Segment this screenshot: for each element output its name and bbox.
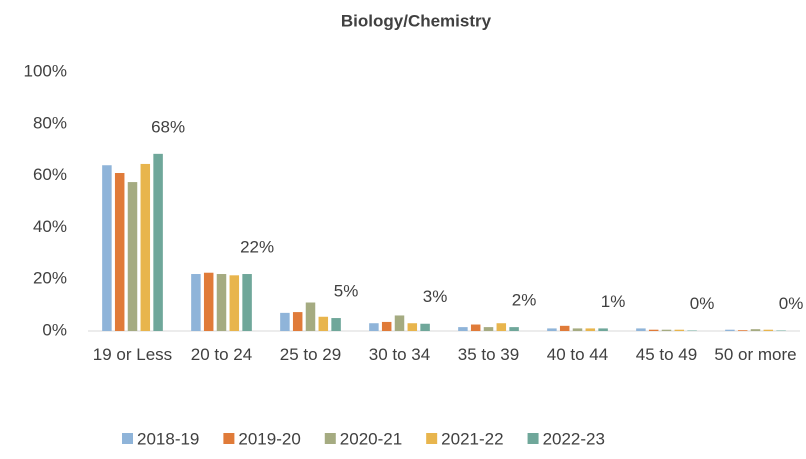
bar <box>153 153 163 331</box>
data-label: 22% <box>240 238 274 257</box>
legend-swatch <box>426 433 438 444</box>
bar <box>687 330 697 331</box>
x-tick-label: 25 to 29 <box>279 345 342 364</box>
bar <box>470 324 481 331</box>
data-label: 2% <box>512 291 537 310</box>
bar <box>458 327 468 331</box>
data-label: 3% <box>423 287 448 306</box>
bar <box>394 315 405 331</box>
bar <box>737 330 748 331</box>
bar <box>496 323 507 331</box>
bar <box>509 327 519 331</box>
bar <box>242 274 252 331</box>
chart-title: Biology/Chemistry <box>341 11 492 30</box>
data-label: 5% <box>334 282 359 301</box>
x-tick-label: 19 or Less <box>92 345 173 364</box>
legend-swatch <box>122 433 133 444</box>
bar <box>598 328 608 331</box>
x-tick-label: 50 or more <box>714 345 797 364</box>
bar <box>636 328 646 331</box>
bar <box>229 275 240 331</box>
legend-label: 2022-23 <box>543 429 605 448</box>
legend-swatch <box>223 433 235 444</box>
bar <box>318 316 329 331</box>
bar <box>559 325 570 331</box>
bar <box>292 312 303 331</box>
y-tick-label: 0% <box>42 320 67 339</box>
bar <box>776 330 786 331</box>
bar <box>420 323 430 331</box>
bar <box>102 165 112 331</box>
legend-label: 2020-21 <box>340 429 402 448</box>
bar <box>572 328 583 331</box>
bar <box>661 329 672 331</box>
bar <box>280 312 290 331</box>
x-tick-label: 45 to 49 <box>635 345 698 364</box>
x-tick-label: 30 to 34 <box>368 345 431 364</box>
x-tick-label: 40 to 44 <box>546 345 609 364</box>
bar <box>140 163 151 331</box>
bar <box>483 327 494 331</box>
legend-label: 2019-20 <box>238 429 300 448</box>
bar <box>305 302 316 331</box>
data-label: 0% <box>690 294 715 313</box>
bar <box>191 274 201 331</box>
bar <box>127 182 138 331</box>
data-label: 68% <box>151 117 185 136</box>
bar <box>331 318 341 331</box>
bar <box>381 321 392 331</box>
bar <box>369 323 379 331</box>
y-tick-label: 60% <box>33 165 67 184</box>
legend-swatch <box>527 433 539 444</box>
bar <box>763 329 774 331</box>
y-tick-label: 40% <box>33 217 67 236</box>
bar <box>750 329 761 331</box>
legend-label: 2021-22 <box>441 429 503 448</box>
bar <box>114 173 125 331</box>
x-tick-label: 20 to 24 <box>190 345 253 364</box>
data-label: 1% <box>601 292 626 311</box>
data-label: 0% <box>779 294 804 313</box>
bar <box>203 272 214 331</box>
bar <box>725 329 735 331</box>
bar <box>407 323 418 331</box>
y-tick-label: 100% <box>24 61 67 80</box>
bar <box>585 328 596 331</box>
y-tick-label: 80% <box>33 113 67 132</box>
bar <box>674 329 685 331</box>
bar <box>547 328 557 331</box>
y-tick-label: 20% <box>33 269 67 288</box>
bar <box>648 329 659 331</box>
legend-swatch <box>324 433 336 444</box>
legend-label: 2018-19 <box>137 429 199 448</box>
x-tick-label: 35 to 39 <box>457 345 520 364</box>
bar <box>216 274 227 331</box>
